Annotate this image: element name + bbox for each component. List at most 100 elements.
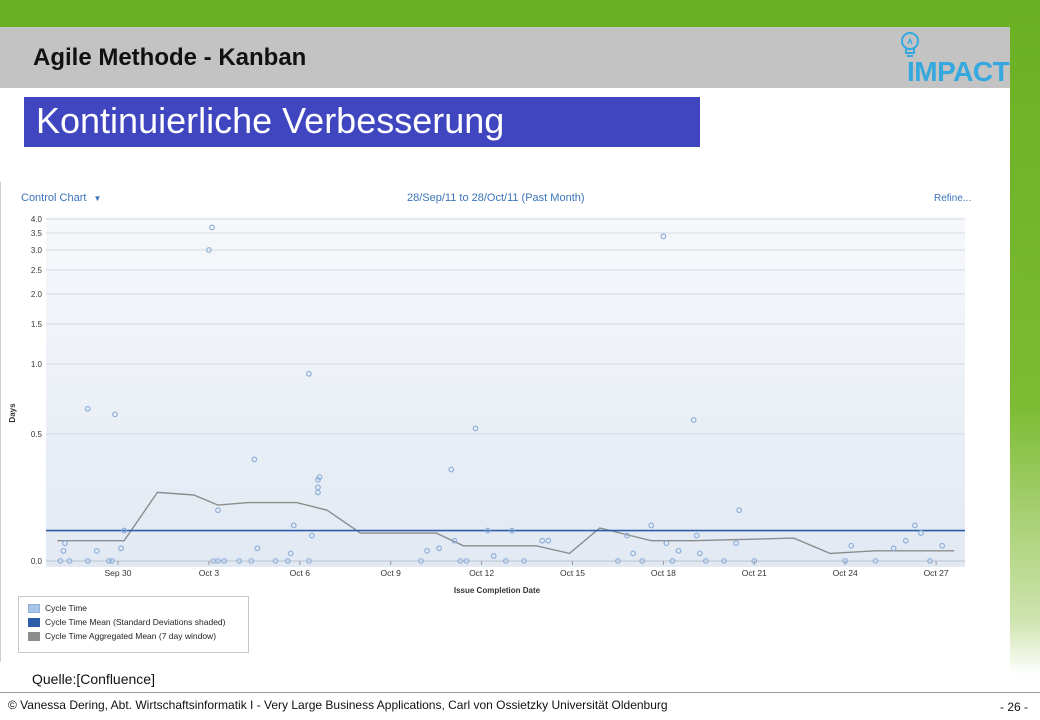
data-point: [62, 540, 68, 547]
y-tick-label: 1.5: [31, 320, 43, 329]
x-tick-label: Oct 6: [290, 568, 311, 578]
legend-label: Cycle Time Mean (Standard Deviations sha…: [45, 617, 226, 627]
data-point: [109, 558, 115, 564]
y-axis-label: Days: [8, 403, 17, 423]
data-point: [639, 558, 646, 564]
data-point: [660, 233, 667, 240]
control-chart-dropdown[interactable]: Control Chart ▼: [21, 192, 101, 204]
data-point: [927, 558, 933, 564]
data-point: [615, 558, 621, 564]
control-chart-label: Control Chart: [21, 192, 87, 204]
data-point: [457, 558, 464, 564]
y-tick-label: 4.0: [31, 215, 43, 224]
data-point: [702, 558, 709, 564]
legend-item-cycle-time: Cycle Time: [28, 603, 88, 614]
data-point: [484, 527, 491, 534]
legend-label: Cycle Time: [45, 603, 88, 613]
data-point: [309, 532, 315, 539]
data-point: [648, 522, 655, 529]
data-point: [215, 507, 221, 514]
data-point: [290, 522, 297, 529]
aggregated-mean-line: [57, 491, 955, 555]
chevron-down-icon: ▼: [93, 194, 102, 203]
x-tick-label: Oct 21: [742, 568, 767, 578]
data-point: [675, 547, 682, 554]
data-point: [215, 558, 221, 564]
data-point: [424, 547, 430, 554]
x-axis-label: Issue Completion Date: [454, 586, 541, 595]
data-point: [209, 224, 215, 231]
data-point: [848, 542, 855, 549]
cycle-time-points: [57, 224, 946, 564]
logo-text: IMPACT: [907, 56, 1010, 87]
refine-link[interactable]: Refine...: [934, 193, 972, 204]
data-point: [236, 558, 243, 564]
data-point: [66, 558, 73, 564]
x-tick-label: Sep 30: [105, 568, 132, 578]
data-point: [84, 558, 91, 564]
data-point: [472, 425, 479, 432]
y-tick-label: 2.5: [31, 266, 43, 275]
data-point: [721, 558, 727, 564]
data-point: [911, 522, 918, 529]
data-point: [842, 558, 849, 564]
x-tick-label: Oct 9: [381, 568, 402, 578]
data-point: [451, 537, 458, 544]
plot-background: [46, 217, 965, 567]
data-point: [118, 545, 124, 552]
top-green-bar: [0, 0, 1040, 27]
y-tick-label: 3.0: [31, 246, 43, 255]
data-point: [57, 558, 64, 564]
legend-swatch: [28, 618, 40, 628]
data-point: [305, 370, 312, 377]
data-point: [539, 537, 546, 544]
grid-lines: [46, 218, 965, 562]
x-tick-label: Oct 3: [199, 568, 220, 578]
page-number: - 26 -: [1000, 700, 1029, 714]
data-point: [418, 558, 424, 564]
data-point: [630, 550, 636, 557]
footer-copyright: © Vanessa Dering, Abt. Wirtschaftsinform…: [8, 698, 668, 712]
data-point: [521, 558, 527, 564]
lightbulb-icon: [901, 32, 919, 57]
data-point: [902, 537, 909, 544]
chart-legend: Cycle Time Cycle Time Mean (Standard Dev…: [18, 596, 249, 653]
x-tick-label: Oct 27: [924, 568, 949, 578]
data-point: [751, 558, 758, 564]
data-point: [305, 558, 312, 564]
footer-divider: [0, 692, 1040, 693]
data-point: [669, 558, 676, 564]
data-point: [121, 527, 127, 534]
data-point: [436, 545, 443, 552]
page-title: Agile Methode - Kanban: [33, 44, 307, 71]
legend-item-mean: Cycle Time Mean (Standard Deviations sha…: [28, 617, 226, 628]
data-point: [918, 530, 924, 536]
x-tick-labels: Sep 30 Oct 3 Oct 6 Oct 9 Oct 12 Oct 15 Oct 18 O…: [105, 561, 949, 578]
data-point: [509, 527, 515, 534]
data-point: [690, 417, 697, 423]
data-point: [205, 247, 212, 253]
data-point: [872, 558, 879, 564]
y-tick-label: 0.5: [31, 430, 43, 439]
data-point: [287, 550, 294, 557]
legend-swatch: [28, 604, 40, 614]
x-tick-label: Oct 12: [469, 568, 494, 578]
legend-label: Cycle Time Aggregated Mean (7 day window…: [45, 631, 217, 641]
x-tick-label: Oct 15: [560, 568, 585, 578]
y-tick-label: 1.0: [31, 360, 43, 369]
date-range-link[interactable]: 28/Sep/11 to 28/Oct/11 (Past Month): [407, 192, 585, 204]
data-point: [463, 558, 470, 564]
data-point: [545, 537, 552, 544]
data-point: [890, 545, 897, 552]
data-point: [733, 540, 740, 547]
data-point: [284, 558, 291, 564]
y-tick-label: 2.0: [31, 290, 43, 299]
data-point: [624, 532, 630, 539]
source-note: Quelle:[Confluence]: [32, 671, 155, 687]
x-tick-label: Oct 18: [651, 568, 676, 578]
y-tick-labels: 0.0 0.5 1.0 1.5 2.0 2.5 3.0 3.5 4.0: [31, 215, 43, 566]
data-point: [939, 542, 946, 549]
data-point: [248, 558, 255, 564]
x-tick-label: Oct 24: [833, 568, 858, 578]
subtitle-bar: Kontinuierliche Verbesserung: [24, 97, 700, 147]
